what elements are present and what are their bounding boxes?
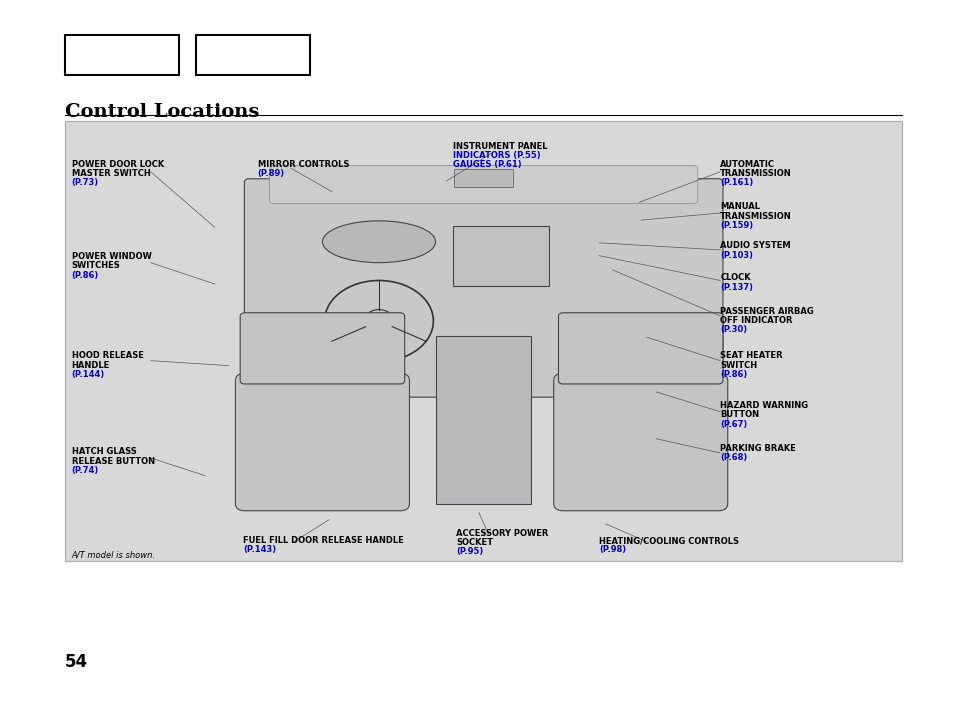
Bar — [195, 36, 310, 75]
Bar — [436, 337, 531, 503]
Text: POWER DOOR LOCK: POWER DOOR LOCK — [71, 160, 164, 169]
Text: OFF INDICATOR: OFF INDICATOR — [720, 316, 792, 325]
Text: HANDLE: HANDLE — [71, 361, 110, 370]
Text: GAUGES (P.61): GAUGES (P.61) — [453, 160, 521, 170]
Ellipse shape — [322, 221, 436, 263]
Text: 54: 54 — [65, 653, 88, 671]
Text: MIRROR CONTROLS: MIRROR CONTROLS — [257, 160, 349, 169]
FancyBboxPatch shape — [240, 313, 404, 384]
Bar — [65, 36, 179, 75]
Text: (P.103): (P.103) — [720, 251, 753, 260]
Text: (P.98): (P.98) — [598, 545, 625, 555]
Text: AUDIO SYSTEM: AUDIO SYSTEM — [720, 241, 790, 251]
Text: (P.144): (P.144) — [71, 370, 105, 379]
FancyBboxPatch shape — [269, 165, 698, 204]
Bar — [454, 169, 513, 187]
FancyBboxPatch shape — [244, 179, 722, 397]
Text: (P.68): (P.68) — [720, 453, 747, 462]
Text: A/T model is shown.: A/T model is shown. — [71, 550, 155, 559]
Text: (P.143): (P.143) — [243, 545, 276, 555]
Bar — [65, 121, 902, 561]
Text: (P.73): (P.73) — [71, 178, 98, 187]
Text: SEAT HEATER: SEAT HEATER — [720, 351, 782, 361]
Text: BUTTON: BUTTON — [720, 410, 759, 420]
Text: (P.86): (P.86) — [71, 271, 99, 280]
Text: (P.89): (P.89) — [257, 169, 284, 178]
Text: (P.137): (P.137) — [720, 283, 753, 292]
Text: (P.159): (P.159) — [720, 221, 753, 230]
Text: HOOD RELEASE: HOOD RELEASE — [71, 351, 143, 361]
Text: PARKING BRAKE: PARKING BRAKE — [720, 444, 796, 453]
Text: TRANSMISSION: TRANSMISSION — [720, 169, 791, 178]
Text: (P.161): (P.161) — [720, 178, 753, 187]
Bar — [65, 121, 902, 561]
Text: FUEL FILL DOOR RELEASE HANDLE: FUEL FILL DOOR RELEASE HANDLE — [243, 536, 404, 545]
Text: TRANSMISSION: TRANSMISSION — [720, 212, 791, 221]
Text: MANUAL: MANUAL — [720, 202, 760, 212]
Text: POWER WINDOW: POWER WINDOW — [71, 252, 152, 261]
Text: (P.30): (P.30) — [720, 325, 746, 334]
FancyBboxPatch shape — [553, 373, 727, 510]
Text: HAZARD WARNING: HAZARD WARNING — [720, 401, 807, 410]
Text: (P.74): (P.74) — [71, 466, 99, 475]
FancyBboxPatch shape — [558, 313, 722, 384]
Bar — [453, 226, 548, 285]
Text: (P.95): (P.95) — [456, 547, 483, 557]
Text: SOCKET: SOCKET — [456, 538, 493, 547]
Text: SWITCH: SWITCH — [720, 361, 757, 370]
Text: PASSENGER AIRBAG: PASSENGER AIRBAG — [720, 307, 813, 316]
Text: HATCH GLASS: HATCH GLASS — [71, 447, 136, 457]
Text: ACCESSORY POWER: ACCESSORY POWER — [456, 529, 548, 538]
Text: INDICATORS (P.55): INDICATORS (P.55) — [453, 151, 540, 160]
Text: (P.86): (P.86) — [720, 370, 747, 379]
Text: Control Locations: Control Locations — [65, 103, 259, 121]
Text: RELEASE BUTTON: RELEASE BUTTON — [71, 457, 154, 466]
Text: MASTER SWITCH: MASTER SWITCH — [71, 169, 151, 178]
Text: SWITCHES: SWITCHES — [71, 261, 120, 271]
FancyBboxPatch shape — [235, 373, 409, 510]
Text: INSTRUMENT PANEL: INSTRUMENT PANEL — [453, 142, 547, 151]
Text: (P.67): (P.67) — [720, 420, 747, 429]
Text: AUTOMATIC: AUTOMATIC — [720, 160, 775, 169]
Text: CLOCK: CLOCK — [720, 273, 750, 283]
Text: HEATING/COOLING CONTROLS: HEATING/COOLING CONTROLS — [598, 536, 739, 545]
